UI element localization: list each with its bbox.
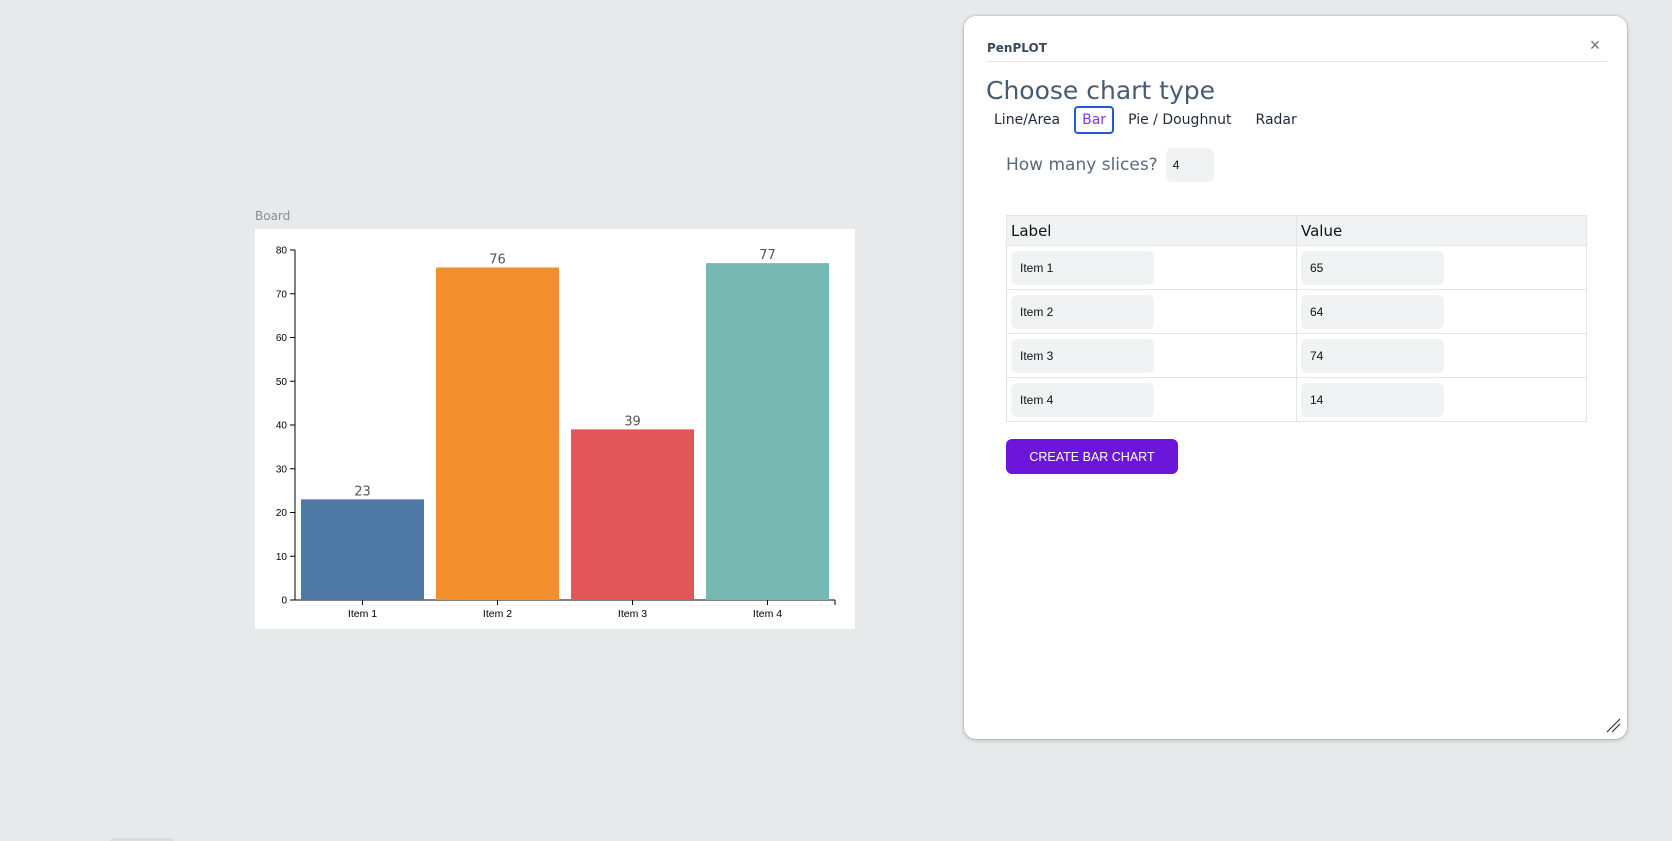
label-input[interactable]: [1011, 294, 1154, 329]
table-row: [1006, 377, 1587, 422]
x-tick-label: Item 1: [348, 608, 377, 620]
table-row: [1006, 289, 1587, 334]
slices-row: How many slices?: [1006, 148, 1214, 182]
column-header-value: Value: [1296, 215, 1587, 246]
bar: [571, 429, 694, 600]
table-row: [1006, 333, 1587, 378]
y-tick-label: 40: [276, 421, 288, 432]
y-tick-label: 0: [281, 596, 287, 607]
x-tick-label: Item 4: [753, 608, 782, 620]
table-header-row: Label Value: [1006, 215, 1587, 246]
column-header-label: Label: [1006, 215, 1297, 246]
page-title: Choose chart type: [986, 76, 1216, 105]
bar-chart: 0 10 20 30 40 50 60 70 80 23 Item 1 76 Item 2 39 Item …: [276, 246, 836, 620]
scroll-tab: [110, 838, 174, 841]
bar: [706, 263, 829, 600]
value-input[interactable]: [1301, 382, 1444, 417]
x-tick-label: Item 3: [618, 608, 647, 620]
value-input[interactable]: [1301, 250, 1444, 285]
tab-line-area[interactable]: Line/Area: [994, 112, 1061, 128]
divider: [987, 61, 1607, 62]
y-tick-label: 20: [276, 508, 288, 519]
y-tick-label: 70: [276, 289, 288, 300]
bar-value-label: 77: [759, 248, 776, 263]
bar: [436, 267, 559, 600]
y-tick-label: 80: [276, 246, 288, 257]
penplot-plugin-panel: PenPLOT × Choose chart type Line/Area Ba…: [964, 16, 1627, 739]
tab-radar[interactable]: Radar: [1255, 112, 1297, 128]
label-input[interactable]: [1011, 338, 1154, 373]
tab-bar[interactable]: Bar: [1074, 106, 1115, 134]
x-tick-label: Item 2: [483, 608, 512, 620]
bar-value-label: 39: [624, 414, 641, 429]
board-label: Board: [255, 209, 291, 223]
create-bar-chart-button[interactable]: CREATE BAR CHART: [1006, 439, 1178, 474]
label-input[interactable]: [1011, 382, 1154, 417]
tab-pie-doughnut[interactable]: Pie / Doughnut: [1128, 112, 1232, 128]
label-input[interactable]: [1011, 250, 1154, 285]
value-input[interactable]: [1301, 338, 1444, 373]
resize-handle-icon[interactable]: [1605, 717, 1621, 733]
value-input[interactable]: [1301, 294, 1444, 329]
slices-input[interactable]: [1165, 148, 1214, 182]
chart-type-tabs: Line/Area Bar Pie / Doughnut Radar: [984, 106, 1311, 134]
plugin-title: PenPLOT: [987, 41, 1047, 55]
slices-label: How many slices?: [1006, 155, 1158, 175]
bar: [301, 499, 424, 600]
y-tick-label: 50: [276, 377, 288, 388]
board-frame[interactable]: 0 10 20 30 40 50 60 70 80 23 Item 1 76 Item 2 39 Item …: [255, 229, 855, 629]
y-tick-label: 10: [276, 552, 288, 563]
close-icon[interactable]: ×: [1589, 35, 1601, 55]
table-row: [1006, 245, 1587, 290]
bar-value-label: 76: [489, 253, 506, 268]
bar-value-label: 23: [354, 484, 371, 499]
y-tick-label: 60: [276, 333, 288, 344]
data-table: Label Value: [1006, 215, 1587, 422]
y-tick-label: 30: [276, 464, 288, 475]
